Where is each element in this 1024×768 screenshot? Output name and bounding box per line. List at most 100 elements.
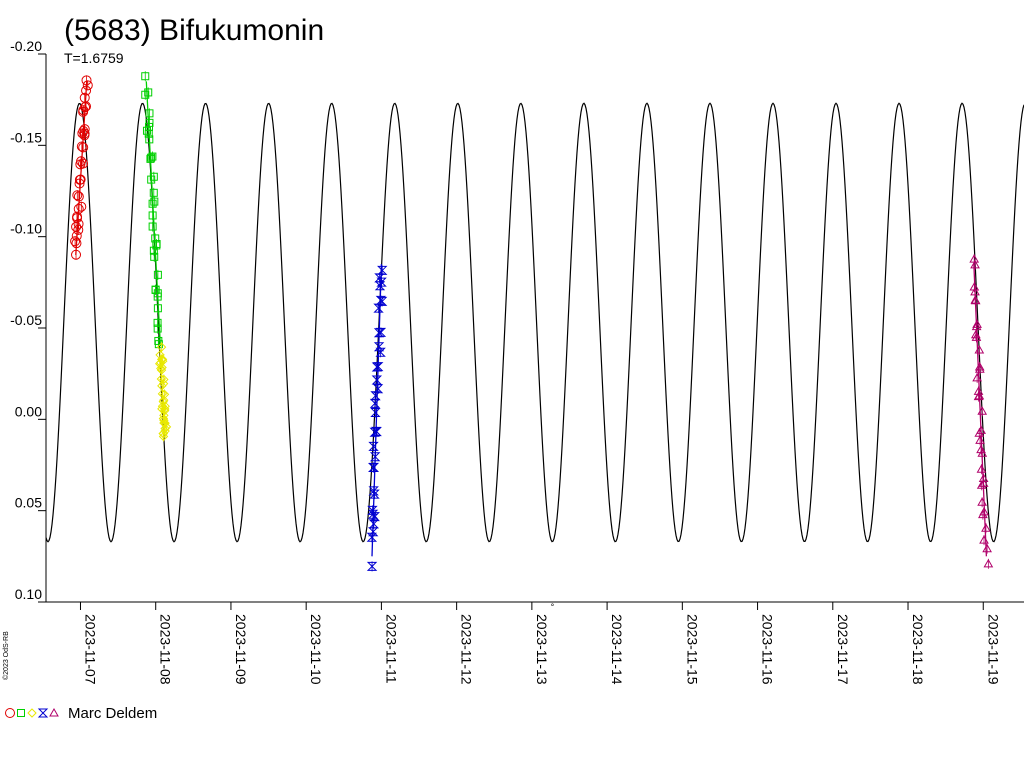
data-point (79, 124, 90, 135)
data-point (148, 199, 157, 208)
data-point (375, 347, 386, 357)
data-point (157, 362, 167, 373)
data-point (72, 211, 83, 222)
legend (5, 707, 59, 718)
data-point (153, 318, 162, 327)
data-point (976, 464, 987, 473)
degree-mark: ° (551, 602, 555, 612)
data-point (159, 415, 169, 425)
data-point (145, 118, 154, 127)
data-point (982, 543, 992, 553)
legend-symbol-hourglass (37, 708, 49, 718)
data-point (141, 90, 150, 99)
x-tick-label: 2023-11-09 (233, 614, 249, 685)
data-point (371, 375, 383, 385)
series-triangle (969, 254, 994, 569)
series-circle (70, 75, 93, 260)
legend-symbol-diamond (27, 708, 37, 718)
data-point (80, 102, 91, 113)
data-point (141, 72, 150, 81)
x-tick-label: 2023-11-16 (760, 614, 776, 685)
series-square (141, 71, 163, 350)
data-point (148, 222, 157, 231)
data-point (70, 236, 81, 247)
x-axis: 2023-11-07 2023-11-08 2023-11-09 2023-11-10… (46, 601, 1024, 685)
data-point (972, 319, 982, 328)
data-point (154, 358, 165, 369)
data-point (148, 152, 157, 161)
data-point (153, 304, 162, 313)
data-point (373, 362, 384, 372)
data-point (76, 156, 87, 167)
y-tick-label: -0.05 (10, 312, 42, 328)
data-point (978, 478, 989, 487)
data-point (76, 201, 87, 212)
data-point (81, 75, 92, 86)
data-point (142, 126, 151, 135)
data-point (368, 486, 379, 496)
data-point (373, 328, 385, 338)
data-point (976, 444, 986, 454)
data-point (146, 154, 155, 163)
data-point (159, 389, 170, 400)
data-point (145, 135, 154, 144)
data-point (76, 141, 87, 152)
x-tick-label: 2023-11-18 (910, 614, 926, 685)
data-point (81, 85, 92, 96)
data-points (70, 71, 994, 572)
data-point (149, 172, 158, 181)
data-point (369, 427, 380, 437)
model-curve-line (45, 102, 1024, 543)
data-point (974, 390, 985, 400)
data-point (370, 408, 381, 418)
x-tick-label: 2023-11-19 (985, 614, 1001, 685)
data-point (73, 218, 84, 229)
data-point (78, 142, 89, 153)
data-point (969, 281, 980, 291)
series-trend-line (371, 264, 383, 557)
x-tick-label: 2023-11-13 (534, 614, 550, 685)
data-point (144, 129, 153, 138)
data-point (369, 489, 380, 499)
data-point (153, 270, 162, 279)
data-point (977, 406, 988, 415)
y-tick-label: 0.10 (15, 586, 42, 602)
data-point (78, 106, 89, 117)
x-tick-label: 2023-11-11 (383, 614, 399, 684)
y-tick-label: 0.05 (15, 495, 42, 511)
data-point (971, 332, 982, 341)
data-point (369, 452, 381, 462)
data-point (144, 88, 153, 97)
y-axis: -0.20 -0.15 -0.10 -0.05 0.00 0.05 0.10 (10, 38, 47, 603)
legend-symbol-square (17, 709, 25, 717)
legend-label: Marc Deldem (68, 705, 157, 722)
data-point (367, 505, 378, 515)
data-point (970, 286, 980, 296)
legend-symbol-triangle (49, 707, 59, 717)
data-point (150, 252, 159, 261)
data-point (972, 372, 982, 382)
data-point (376, 296, 388, 306)
model-curve (45, 102, 1024, 543)
data-point (368, 462, 380, 472)
data-point (147, 153, 156, 162)
data-point (147, 175, 156, 184)
data-point (970, 295, 981, 304)
y-tick-label: 0.00 (15, 403, 42, 419)
series-hourglass (366, 264, 388, 572)
x-tick-label: 2023-11-12 (459, 614, 475, 685)
data-point (150, 197, 159, 206)
x-tick-label: 2023-11-17 (835, 614, 851, 685)
data-point (156, 342, 167, 352)
data-point (974, 364, 985, 373)
data-point (367, 509, 379, 519)
data-point (979, 506, 989, 516)
x-tick-label: 2023-11-08 (158, 614, 174, 685)
data-point (158, 428, 168, 439)
data-point (366, 561, 378, 571)
legend-symbol-circle (5, 708, 15, 718)
y-tick-label: -0.10 (10, 221, 42, 237)
y-tick-label: -0.15 (10, 129, 42, 145)
data-point (81, 101, 92, 112)
